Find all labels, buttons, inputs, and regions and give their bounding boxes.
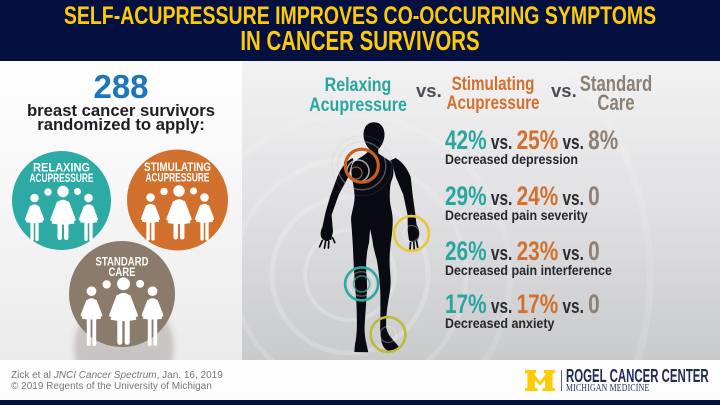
- svg-text:STIMULATING: STIMULATING: [144, 162, 211, 174]
- svg-text:CARE: CARE: [109, 267, 136, 279]
- svg-text:STANDARD: STANDARD: [96, 257, 149, 269]
- svg-text:RELAXING: RELAXING: [33, 163, 90, 175]
- svg-text:ACUPRESSURE: ACUPRESSURE: [146, 173, 210, 185]
- svg-text:ACUPRESSURE: ACUPRESSURE: [30, 173, 94, 185]
